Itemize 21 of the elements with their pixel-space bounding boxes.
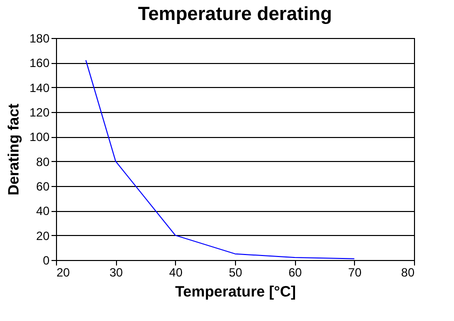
x-tick-label: 50 — [228, 266, 242, 280]
chart-title: Temperature derating — [138, 4, 332, 25]
y-tick-label: 140 — [29, 80, 50, 95]
x-tick-label: 40 — [169, 266, 183, 280]
y-tick-label: 60 — [36, 180, 50, 194]
line-series — [85, 60, 355, 260]
y-tick-label: 40 — [36, 204, 50, 218]
y-tick-label: 80 — [36, 154, 50, 169]
y-tick-label: 180 — [29, 32, 50, 46]
y-axis-title: Derating fact — [5, 104, 22, 196]
y-tick-label: 20 — [36, 228, 50, 243]
y-tick-label: 120 — [29, 106, 50, 120]
x-tick-label: 80 — [401, 266, 415, 280]
y-tick-label: 100 — [29, 130, 50, 144]
x-tick-label: 60 — [288, 266, 302, 280]
y-tick-label: 0 — [42, 254, 50, 268]
y-tick-label: 160 — [29, 56, 50, 70]
x-axis-title: Temperature [°C] — [175, 284, 296, 300]
x-tick-label: 20 — [56, 266, 70, 280]
x-tick-label: 70 — [348, 266, 362, 280]
x-tick-label: 30 — [109, 266, 124, 280]
